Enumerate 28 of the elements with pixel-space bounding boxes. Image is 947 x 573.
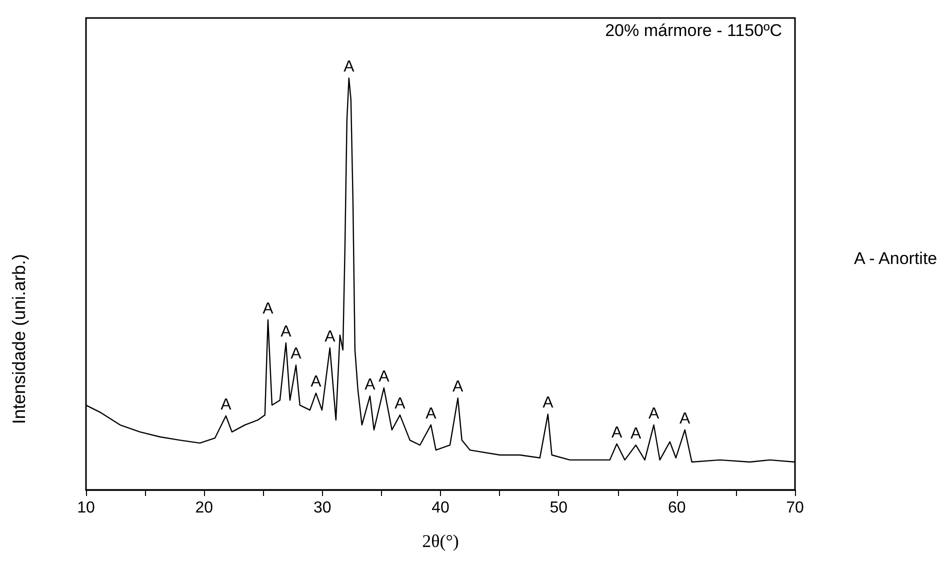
annotation: A — [220, 396, 232, 414]
annotation: A — [364, 376, 376, 394]
y-axis-title: Intensidade (uni.arb.) — [9, 254, 29, 424]
annotation: A — [394, 396, 406, 413]
x-axis-title: 2θ(°) — [422, 531, 459, 551]
annotation: A — [630, 426, 642, 443]
annotation: A — [452, 378, 464, 396]
x-tick-label: 20 — [195, 500, 214, 516]
x-tick-label: 10 — [77, 500, 95, 516]
x-tick-label: 70 — [786, 500, 804, 516]
annotation: A — [680, 410, 691, 428]
annotation: A — [542, 394, 554, 412]
annotation: A — [344, 58, 355, 76]
x-tick-label: 60 — [668, 500, 686, 516]
annotation: A — [262, 300, 274, 318]
annotation: A — [290, 346, 302, 363]
x-tick-label: 40 — [432, 500, 450, 516]
annotation: A — [378, 368, 390, 386]
annotation: A — [280, 323, 292, 340]
text: 20% mármore - 1150ºC — [605, 21, 782, 40]
annotation: A — [324, 328, 336, 346]
annotation: A — [426, 405, 437, 422]
annotation: A — [648, 405, 660, 422]
annotation: A — [611, 424, 622, 442]
x-tick-label: 30 — [313, 500, 332, 516]
x-tick-label: 50 — [550, 500, 568, 516]
text: A - Anortite — [854, 249, 938, 268]
annotation: A — [310, 374, 322, 391]
